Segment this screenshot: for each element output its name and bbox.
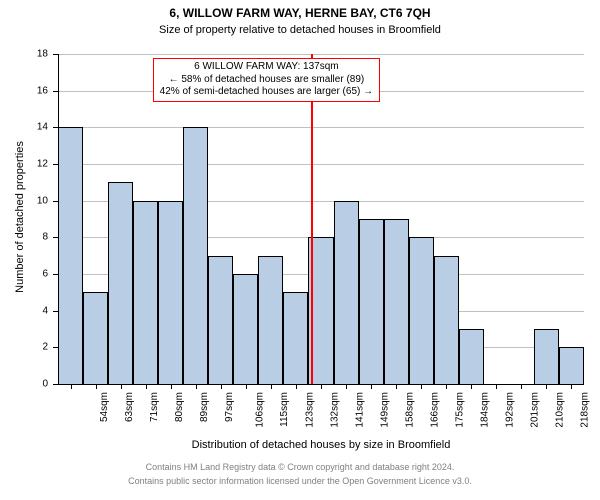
annotation-line: ← 58% of detached houses are smaller (89… <box>160 74 373 87</box>
x-tick-label: 192sqm <box>505 392 516 428</box>
x-tick-mark <box>346 384 347 389</box>
histogram-bar <box>83 292 108 384</box>
x-tick-label: 115sqm <box>279 392 290 427</box>
x-tick-label: 89sqm <box>199 392 210 422</box>
histogram-bar <box>283 292 308 384</box>
histogram-bar <box>359 219 384 384</box>
annotation-box: 6 WILLOW FARM WAY: 137sqm← 58% of detach… <box>153 58 380 102</box>
chart-title: 6, WILLOW FARM WAY, HERNE BAY, CT6 7QH <box>0 6 600 20</box>
x-axis-label: Distribution of detached houses by size … <box>58 439 584 451</box>
x-tick-mark <box>421 384 422 389</box>
x-tick-mark <box>171 384 172 389</box>
histogram-bar <box>108 182 133 384</box>
x-tick-label: 149sqm <box>380 392 391 428</box>
x-tick-label: 71sqm <box>149 392 160 422</box>
x-tick-mark <box>571 384 572 389</box>
grid-line <box>58 164 584 165</box>
x-tick-mark <box>271 384 272 389</box>
x-tick-label: 132sqm <box>330 392 341 428</box>
plot-area <box>58 54 584 384</box>
x-tick-mark <box>496 384 497 389</box>
histogram-bar <box>258 256 283 384</box>
x-tick-mark <box>246 384 247 389</box>
x-tick-mark <box>296 384 297 389</box>
x-tick-mark <box>371 384 372 389</box>
x-tick-mark <box>221 384 222 389</box>
y-tick-label: 0 <box>0 379 48 390</box>
histogram-bar <box>58 127 83 384</box>
annotation-line: 6 WILLOW FARM WAY: 137sqm <box>160 61 373 74</box>
x-tick-mark <box>71 384 72 389</box>
x-tick-mark <box>546 384 547 389</box>
x-tick-mark <box>396 384 397 389</box>
histogram-bar <box>233 274 258 384</box>
y-axis-label: Number of detached properties <box>14 77 26 357</box>
histogram-bar <box>183 127 208 384</box>
footnote: Contains public sector information licen… <box>0 476 600 486</box>
footnote: Contains HM Land Registry data © Crown c… <box>0 462 600 472</box>
x-tick-label: 184sqm <box>480 392 491 428</box>
histogram-bar <box>158 201 183 384</box>
x-tick-mark <box>521 384 522 389</box>
x-tick-mark <box>121 384 122 389</box>
histogram-bar <box>384 219 409 384</box>
x-tick-label: 106sqm <box>254 392 265 428</box>
histogram-bar <box>334 201 359 384</box>
x-tick-mark <box>146 384 147 389</box>
x-tick-label: 210sqm <box>555 392 566 428</box>
x-tick-label: 218sqm <box>580 392 591 428</box>
histogram-bar <box>459 329 484 384</box>
histogram-bar <box>559 347 584 384</box>
x-tick-mark <box>321 384 322 389</box>
histogram-bar <box>208 256 233 384</box>
grid-line <box>58 127 584 128</box>
x-tick-label: 54sqm <box>99 392 110 422</box>
histogram-bar <box>434 256 459 384</box>
chart-subtitle: Size of property relative to detached ho… <box>0 24 600 36</box>
x-tick-mark <box>471 384 472 389</box>
x-tick-label: 141sqm <box>355 392 366 428</box>
histogram-bar <box>133 201 158 384</box>
x-tick-mark <box>446 384 447 389</box>
histogram-bar <box>534 329 559 384</box>
histogram-bar <box>409 237 434 384</box>
x-tick-label: 123sqm <box>304 392 315 428</box>
x-tick-label: 201sqm <box>530 392 541 428</box>
x-tick-label: 63sqm <box>124 392 135 422</box>
x-tick-label: 80sqm <box>174 392 185 422</box>
y-axis <box>58 54 59 384</box>
x-tick-label: 175sqm <box>455 392 466 428</box>
x-tick-label: 166sqm <box>430 392 441 428</box>
grid-line <box>58 54 584 55</box>
highlight-line <box>311 54 313 384</box>
annotation-line: 42% of semi-detached houses are larger (… <box>160 86 373 99</box>
x-tick-mark <box>196 384 197 389</box>
y-tick-label: 18 <box>0 49 48 60</box>
x-tick-mark <box>96 384 97 389</box>
x-tick-label: 97sqm <box>224 392 235 422</box>
x-tick-label: 158sqm <box>405 392 416 428</box>
